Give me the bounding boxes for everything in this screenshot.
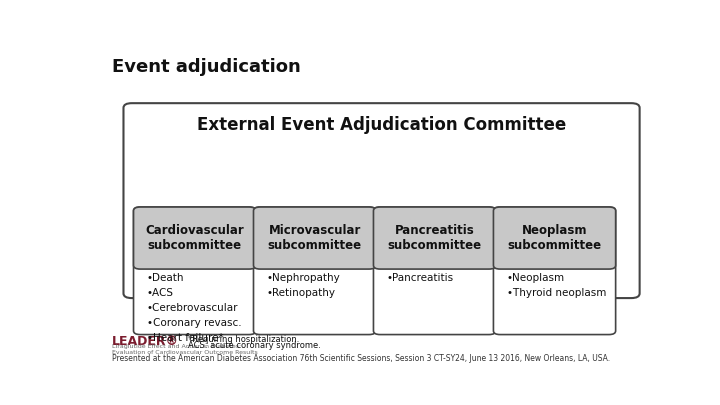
Text: Microvascular
subcommittee: Microvascular subcommittee (268, 224, 361, 252)
Text: *Requiring hospitalization.: *Requiring hospitalization. (188, 335, 299, 344)
Text: •Cerebrovascular: •Cerebrovascular (147, 303, 238, 313)
Text: •Heart failure*: •Heart failure* (147, 333, 223, 343)
Text: External Event Adjudication Committee: External Event Adjudication Committee (197, 116, 566, 134)
FancyBboxPatch shape (493, 207, 616, 269)
Text: Liraglutide Effect and Action in Diabetes:
Evaluation of Cardiovascular Outcome : Liraglutide Effect and Action in Diabete… (112, 344, 258, 355)
FancyBboxPatch shape (374, 207, 495, 269)
FancyBboxPatch shape (493, 207, 616, 335)
Text: •Nephropathy: •Nephropathy (267, 273, 341, 283)
Text: •ACS: •ACS (147, 288, 174, 298)
FancyBboxPatch shape (374, 207, 495, 335)
Text: •Neoplasm: •Neoplasm (507, 273, 565, 283)
FancyBboxPatch shape (133, 207, 256, 269)
Text: Presented at the American Diabetes Association 76th Scientific Sessions, Session: Presented at the American Diabetes Assoc… (112, 354, 611, 362)
FancyBboxPatch shape (124, 103, 639, 298)
Text: Neoplasm
subcommittee: Neoplasm subcommittee (508, 224, 602, 252)
Text: •Death: •Death (147, 273, 184, 283)
Text: •Retinopathy: •Retinopathy (267, 288, 336, 298)
FancyBboxPatch shape (253, 207, 376, 269)
Text: Event adjudication: Event adjudication (112, 58, 301, 76)
Text: Cardiovascular
subcommittee: Cardiovascular subcommittee (145, 224, 244, 252)
FancyBboxPatch shape (253, 207, 376, 335)
Text: Pancreatitis
subcommittee: Pancreatitis subcommittee (387, 224, 482, 252)
Text: LEADER®: LEADER® (112, 335, 179, 348)
FancyBboxPatch shape (133, 207, 256, 335)
Text: •Thyroid neoplasm: •Thyroid neoplasm (507, 288, 606, 298)
Text: ACS: acute coronary syndrome.: ACS: acute coronary syndrome. (188, 341, 320, 350)
Text: •Pancreatitis: •Pancreatitis (387, 273, 454, 283)
Text: •Coronary revasc.: •Coronary revasc. (147, 318, 241, 328)
